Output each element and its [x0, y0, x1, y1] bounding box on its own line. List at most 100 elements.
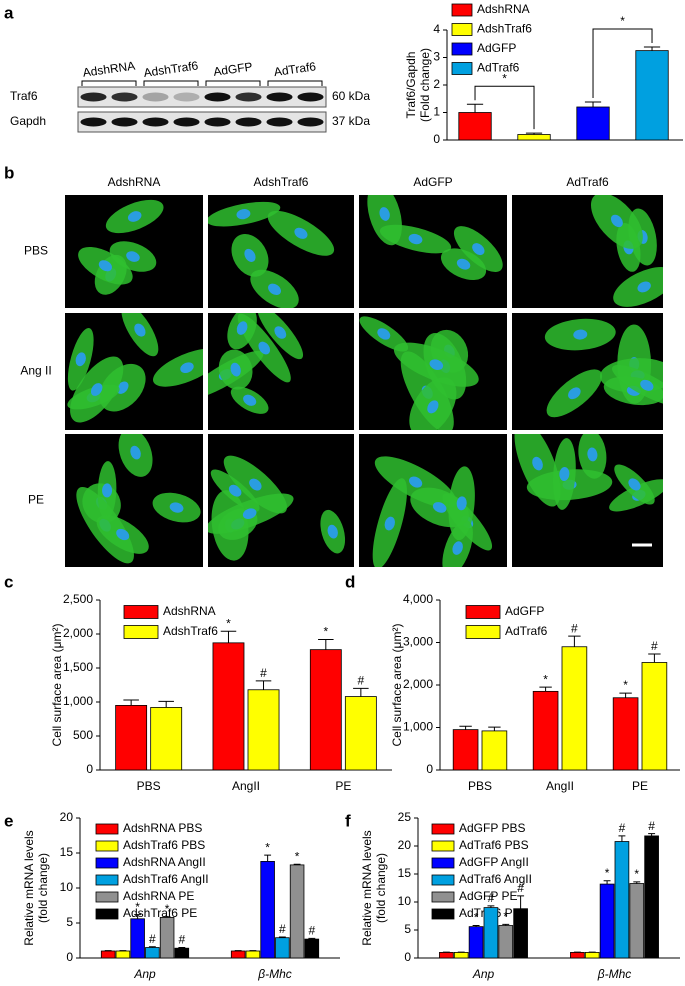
y-tick-label: 1,000: [63, 694, 93, 708]
micrograph-cell: [208, 434, 354, 567]
legend-swatch: [123, 625, 159, 639]
error-bar: [643, 46, 661, 51]
row-label: Ang II: [20, 364, 51, 378]
error-bar: [539, 686, 552, 692]
significance-label: *: [503, 910, 508, 924]
error-bar: [123, 699, 139, 706]
error-bar: [353, 687, 369, 697]
error-bar: [517, 895, 525, 909]
cell-nucleus: [472, 243, 485, 256]
blot-band: [80, 117, 107, 127]
legend-swatch: [95, 908, 119, 920]
blot-band: [142, 117, 169, 127]
bar: [247, 689, 280, 771]
significance-label: #: [279, 922, 286, 936]
bar: [344, 696, 377, 771]
bar: [174, 947, 190, 959]
bar: [150, 707, 183, 771]
legend-label: AdTraf6 PBS: [459, 838, 529, 852]
significance-label: #: [358, 674, 365, 688]
y-tick-label: 2,000: [63, 626, 93, 640]
micrograph-cell: [359, 195, 507, 308]
y-tick-label: 10: [60, 880, 74, 894]
y-tick-label: 2,000: [403, 677, 433, 691]
y-axis-label: Relative mRNA levels: [360, 830, 374, 945]
significance-label: *: [226, 616, 231, 630]
bar: [452, 729, 479, 771]
blot-band: [297, 92, 324, 102]
cell-nucleus: [116, 528, 130, 541]
column-label: AdshTraf6: [254, 175, 309, 189]
y-tick-label: 15: [398, 866, 412, 880]
error-bar: [648, 653, 661, 663]
y-tick-label: 4: [433, 22, 440, 36]
blot-size-label: 37 kDa: [332, 114, 370, 128]
significance-label: *: [474, 911, 479, 925]
cell-nucleus: [134, 323, 146, 337]
x-tick-label: PBS: [468, 779, 492, 793]
cell-nucleus: [610, 214, 623, 228]
legend-swatch: [431, 891, 455, 903]
y-axis-label: Cell surface area (μm²): [50, 624, 64, 747]
legend-label: AdshRNA: [477, 2, 530, 16]
bar: [532, 690, 559, 771]
bar: [453, 952, 469, 959]
significance-label: *: [165, 902, 170, 916]
cell-nucleus: [327, 524, 338, 539]
legend-swatch: [431, 840, 455, 852]
micrograph-cell: [512, 195, 663, 308]
y-tick-label: 2,500: [63, 592, 93, 606]
x-tick-label: Anp: [472, 967, 495, 981]
legend-label: AdGFP PE: [459, 889, 517, 903]
legend-label: AdshTraf6 AngII: [123, 872, 209, 886]
y-tick-label: 0: [433, 132, 440, 146]
blot-band: [266, 117, 293, 127]
legend-label: AdGFP PBS: [459, 821, 525, 835]
y-tick-label: 1,500: [63, 660, 93, 674]
legend-swatch: [451, 42, 473, 56]
lane-bracket: [143, 80, 199, 86]
cell-nucleus: [98, 260, 112, 272]
y-tick-label: 4,000: [403, 592, 433, 606]
lane-bracket: [267, 80, 323, 86]
bar: [289, 864, 305, 959]
cell-nucleus: [456, 496, 467, 511]
significance-label: *: [634, 867, 639, 881]
bar: [576, 106, 610, 141]
bar: [635, 50, 669, 141]
bar: [275, 937, 290, 959]
cell-nucleus: [427, 400, 439, 414]
bar: [614, 841, 630, 959]
cell-nucleus: [456, 258, 471, 270]
lane-bracket: [81, 80, 137, 86]
significance-label: #: [260, 666, 267, 680]
y-axis-label: (fold change): [374, 853, 388, 923]
y-tick-label: 3: [433, 50, 440, 64]
cell-nucleus: [230, 362, 241, 377]
cell-nucleus: [559, 467, 570, 481]
y-axis-label: Cell surface area (μm²): [390, 624, 404, 747]
cell-nucleus: [236, 209, 251, 220]
x-tick-label: β-Mhc: [597, 967, 632, 981]
legend-label: AdshTraf6: [477, 22, 532, 36]
bar: [517, 134, 551, 141]
y-tick-label: 10: [398, 894, 412, 908]
blot-band: [173, 92, 200, 102]
x-tick-label: Anp: [133, 967, 156, 981]
cell-nucleus: [258, 341, 271, 355]
significance-label: *: [295, 849, 300, 863]
cell-nucleus: [268, 283, 281, 296]
blot-size-label: 60 kDa: [332, 89, 370, 103]
y-axis-label: (Fold change): [418, 48, 432, 122]
error-bar: [158, 700, 174, 708]
significance-label: #: [517, 881, 524, 895]
micrograph-cell: [65, 434, 203, 567]
cell-nucleus: [294, 227, 308, 239]
blot-band: [111, 92, 138, 102]
bar: [100, 950, 116, 959]
error-bar: [488, 726, 501, 731]
significance-label: #: [651, 639, 658, 653]
x-tick-label: β-Mhc: [257, 967, 292, 981]
panel-label: a: [4, 3, 14, 22]
legend-swatch: [465, 625, 501, 639]
